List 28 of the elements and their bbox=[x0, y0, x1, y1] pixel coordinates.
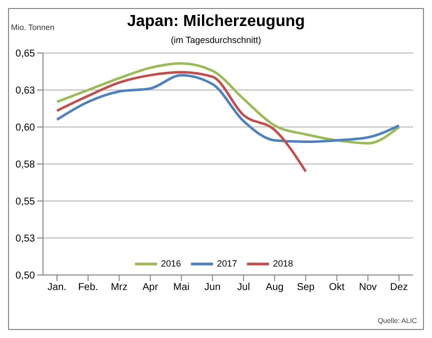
x-tick-label: Mai bbox=[173, 282, 190, 294]
y-tick-label: 0,50 bbox=[16, 270, 36, 282]
x-tick-label: Aug bbox=[266, 282, 284, 294]
line-series bbox=[56, 74, 400, 144]
x-tick-label: Sep bbox=[296, 282, 316, 294]
line-series bbox=[56, 70, 307, 173]
y-tick-label: 0,60 bbox=[16, 122, 36, 134]
x-tick-label: Okt bbox=[329, 282, 345, 294]
y-tick-label: 0,55 bbox=[16, 196, 36, 208]
x-tick-label: Mrz bbox=[110, 282, 128, 294]
chart-subtitle: (im Tagesdurchschnitt) bbox=[170, 35, 262, 45]
x-tick-label: Dez bbox=[390, 282, 408, 294]
x-tick-label: Jan. bbox=[48, 282, 66, 294]
legend-label: 2017 bbox=[216, 258, 238, 268]
y-axis-title: Mio. Tonnen bbox=[11, 23, 54, 32]
x-tick-label: Nov bbox=[359, 282, 377, 294]
y-tick-label: 0,58 bbox=[16, 160, 36, 171]
x-tick-label: Feb. bbox=[78, 282, 98, 294]
x-tick-label: Apr bbox=[142, 282, 159, 294]
y-tick-label: 0,63 bbox=[16, 86, 36, 97]
x-tick-label: Jul bbox=[237, 282, 250, 294]
y-tick-label: 0,53 bbox=[16, 234, 36, 245]
legend-label: 2016 bbox=[160, 258, 181, 268]
chart-title: Japan: Milcherzeugung bbox=[127, 13, 305, 30]
legend-label: 2018 bbox=[273, 258, 294, 268]
line-series bbox=[56, 62, 400, 145]
y-tick-label: 0,65 bbox=[16, 48, 36, 60]
x-tick-label: Jun bbox=[204, 282, 221, 294]
